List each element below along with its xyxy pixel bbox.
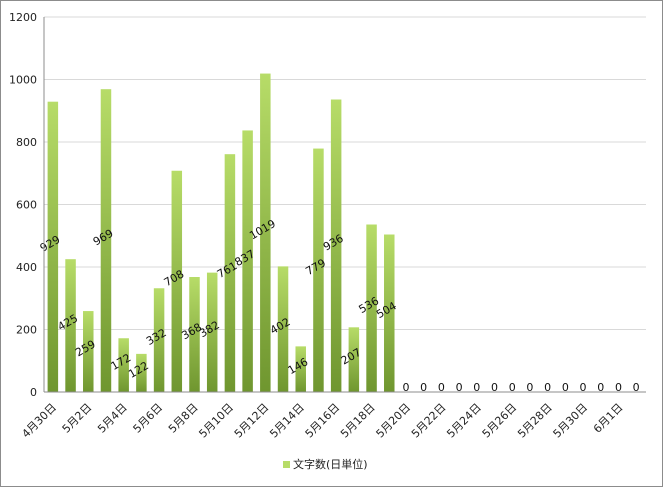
axes [43, 17, 646, 393]
y-tick-label: 600 [16, 199, 37, 212]
x-tick-label: 5月26日 [480, 401, 520, 441]
x-tick-label: 5月16日 [303, 401, 343, 441]
bar [295, 346, 306, 392]
data-label: 0 [509, 381, 516, 394]
bar [313, 148, 324, 392]
x-tick-label: 5月2日 [60, 401, 95, 436]
bar-series [47, 73, 395, 392]
x-tick-label: 6月1日 [591, 401, 626, 436]
x-tick-label: 5月30日 [551, 401, 591, 441]
bar [366, 224, 377, 392]
x-tick-label: 5月10日 [196, 401, 236, 441]
y-axis-ticks: 0 200 400 600 800 1000 1200 [9, 11, 37, 399]
bar [171, 170, 183, 392]
x-tick-label: 5月24日 [444, 401, 484, 441]
bar [242, 130, 253, 392]
x-tick-label: 4月30日 [19, 401, 59, 441]
data-label: 0 [615, 381, 622, 394]
data-label: 0 [562, 381, 569, 394]
y-tick-label: 1200 [9, 11, 37, 24]
gridlines [44, 16, 646, 330]
bar [224, 154, 236, 392]
bar [47, 101, 59, 392]
x-tick-label: 5月18日 [338, 401, 378, 441]
x-tick-label: 5月28日 [515, 401, 555, 441]
bar [277, 266, 289, 392]
y-tick-label: 200 [16, 324, 37, 337]
x-tick-label: 5月14日 [267, 401, 307, 441]
data-label: 0 [402, 381, 409, 394]
data-label: 0 [597, 381, 604, 394]
bar [118, 338, 129, 392]
bar [136, 353, 147, 392]
legend-swatch [283, 461, 290, 468]
bar [330, 99, 342, 392]
x-tick-label: 5月12日 [232, 401, 272, 441]
data-label: 0 [420, 381, 427, 394]
x-tick-label: 5月20日 [373, 401, 413, 441]
bar [153, 288, 165, 392]
x-tick-label: 5月8日 [166, 401, 201, 436]
data-label: 0 [491, 381, 498, 394]
data-label: 0 [526, 381, 533, 394]
bar [100, 89, 112, 392]
data-label: 0 [456, 381, 463, 394]
legend: 文字数(日単位) [283, 457, 368, 471]
data-label: 0 [580, 381, 587, 394]
legend-label: 文字数(日単位) [293, 457, 368, 471]
data-label: 0 [544, 381, 551, 394]
y-tick-label: 800 [16, 136, 37, 149]
bar [83, 311, 94, 392]
y-tick-label: 1000 [9, 74, 37, 87]
y-tick-label: 0 [30, 386, 37, 399]
bar [348, 327, 360, 392]
data-label: 0 [473, 381, 480, 394]
x-tick-label: 5月22日 [409, 401, 449, 441]
bar [65, 259, 76, 392]
bar [189, 277, 200, 392]
bar [206, 272, 218, 392]
bar [260, 73, 271, 392]
x-tick-label: 5月4日 [95, 401, 130, 436]
x-axis-ticks: 4月30日 5月2日 5月4日 5月6日 5月8日5月10日5月12日5月14日5月16… [19, 401, 625, 441]
data-label: 0 [633, 381, 640, 394]
y-tick-label: 400 [16, 261, 37, 274]
bar [384, 234, 395, 392]
x-tick-label: 5月6日 [131, 401, 166, 436]
data-label: 0 [438, 381, 445, 394]
